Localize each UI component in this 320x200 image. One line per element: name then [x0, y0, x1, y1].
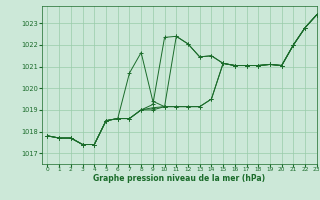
X-axis label: Graphe pression niveau de la mer (hPa): Graphe pression niveau de la mer (hPa): [93, 174, 265, 183]
